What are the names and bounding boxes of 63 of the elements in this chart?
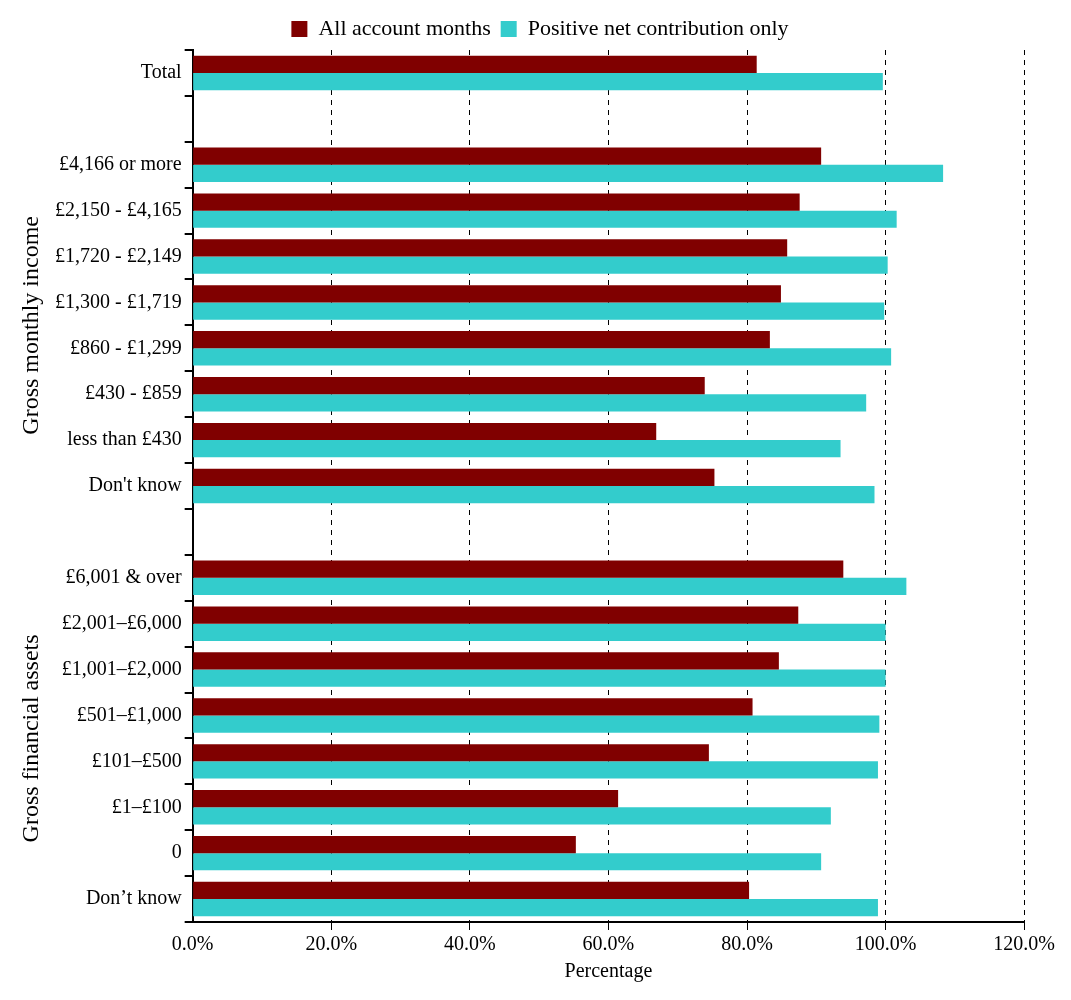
bar bbox=[193, 302, 885, 320]
bar bbox=[193, 394, 867, 412]
bar bbox=[193, 835, 576, 854]
bar bbox=[193, 422, 657, 441]
bar bbox=[193, 560, 844, 578]
bar bbox=[193, 744, 709, 762]
y-tick-label: £1,300 - £1,719 bbox=[54, 289, 182, 312]
bar bbox=[193, 486, 875, 504]
y-tick-label: £101–£500 bbox=[91, 748, 182, 771]
y-tick-label: £1,001–£2,000 bbox=[61, 656, 182, 679]
y-tick-label: Don't know bbox=[88, 473, 183, 496]
y-tick-label: less than £430 bbox=[67, 427, 182, 450]
bar bbox=[193, 606, 799, 624]
bar bbox=[193, 377, 705, 395]
bar bbox=[193, 853, 822, 871]
x-tick-label: 0.0% bbox=[171, 932, 214, 955]
bar bbox=[193, 577, 907, 595]
x-axis-title: Percentage bbox=[564, 959, 653, 983]
x-tick-label: 100.0% bbox=[854, 932, 917, 955]
bar bbox=[193, 164, 944, 182]
bar bbox=[193, 807, 831, 825]
text: Gross financial assets bbox=[17, 634, 44, 843]
y-tick-label: Don’t know bbox=[85, 886, 183, 909]
bar bbox=[193, 55, 757, 73]
bar bbox=[193, 348, 892, 366]
bar bbox=[193, 440, 841, 458]
text: Gross monthly income bbox=[17, 216, 44, 435]
bar bbox=[193, 761, 878, 779]
y-tick-label: £430 - £859 bbox=[84, 381, 182, 404]
bar bbox=[193, 147, 822, 165]
bar bbox=[193, 256, 888, 274]
y-tick-label: £2,001–£6,000 bbox=[61, 610, 182, 633]
bar bbox=[193, 623, 886, 641]
bar bbox=[193, 210, 897, 228]
legend-label: All account months bbox=[318, 14, 491, 40]
y-tick-label: 0 bbox=[171, 840, 182, 863]
bar bbox=[193, 72, 883, 91]
bar bbox=[193, 715, 880, 733]
x-tick-label: 80.0% bbox=[721, 932, 773, 955]
y-tick-label: £501–£1,000 bbox=[76, 702, 182, 725]
bar bbox=[193, 790, 619, 808]
bar bbox=[193, 331, 770, 349]
x-tick-label: 60.0% bbox=[582, 932, 635, 955]
x-tick-label: 120.0% bbox=[993, 932, 1056, 955]
bar bbox=[193, 669, 886, 687]
y-tick-label: Total bbox=[140, 60, 183, 83]
bar bbox=[193, 652, 779, 670]
y-tick-label: £4,166 or more bbox=[58, 151, 182, 174]
bar bbox=[193, 285, 781, 303]
bar bbox=[193, 193, 800, 211]
bar bbox=[193, 899, 878, 917]
bar bbox=[193, 881, 750, 900]
bar bbox=[193, 239, 788, 257]
x-tick-label: 20.0% bbox=[305, 932, 358, 955]
y-tick-label: £6,001 & over bbox=[65, 565, 182, 588]
y-tick-label: £1,720 - £2,149 bbox=[54, 243, 182, 266]
y-tick-label: £2,150 - £4,165 bbox=[54, 197, 182, 220]
y-tick-label: £860 - £1,299 bbox=[69, 335, 182, 358]
legend-label: Positive net contribution only bbox=[527, 14, 789, 40]
bar bbox=[193, 698, 753, 716]
bar bbox=[193, 468, 715, 486]
y-tick-label: £1–£100 bbox=[111, 794, 182, 817]
x-tick-label: 40.0% bbox=[443, 932, 496, 955]
